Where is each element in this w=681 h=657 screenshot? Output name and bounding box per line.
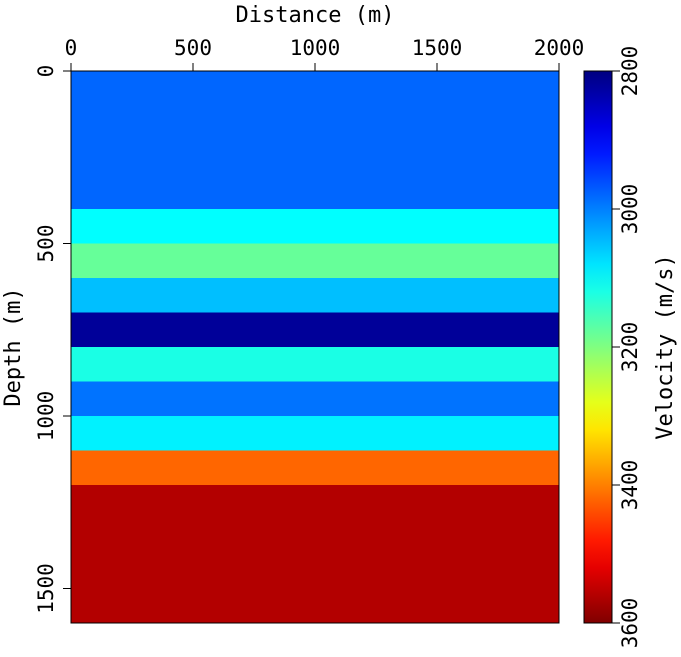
colorbar-tick-label: 3200 [618,322,642,373]
colorbar-tick-label: 3000 [618,184,642,235]
velocity-layer-9 [71,450,559,486]
colorbar-tick-label: 2800 [618,46,642,97]
x-tick-label: 500 [174,36,212,60]
colorbar [583,70,613,624]
velocity-layer-4 [71,278,559,313]
velocity-layer-5 [71,312,559,348]
y-tick-label: 500 [34,225,58,263]
velocity-layer-7 [71,381,559,417]
colorbar-title: Velocity (m/s) [653,254,678,439]
velocity-layer-8 [71,416,559,451]
x-tick-label: 2000 [534,36,585,60]
y-axis-ticks: 0 500 1000 1500 [34,65,71,614]
velocity-layer-1 [71,71,559,210]
colorbar-ticks: 2800 3000 3200 3400 3600 [612,46,642,649]
x-axis-title: Distance (m) [236,3,395,28]
velocity-layers [71,71,559,624]
velocity-layer-3 [71,243,559,279]
colorbar-tick-label: 3400 [618,460,642,511]
x-tick-label: 1500 [412,36,463,60]
y-axis-title: Depth (m) [1,287,26,406]
x-tick-label: 0 [65,36,78,60]
y-tick-label: 0 [34,65,58,78]
y-tick-label: 1500 [34,563,58,614]
y-tick-label: 1000 [34,391,58,442]
x-axis-ticks: 0 500 1000 1500 2000 [65,36,585,71]
colorbar-tick-label: 3600 [618,598,642,649]
x-tick-label: 1000 [290,36,341,60]
velocity-layer-6 [71,347,559,382]
velocity-layer-10 [71,485,559,624]
velocity-layer-2 [71,209,559,244]
